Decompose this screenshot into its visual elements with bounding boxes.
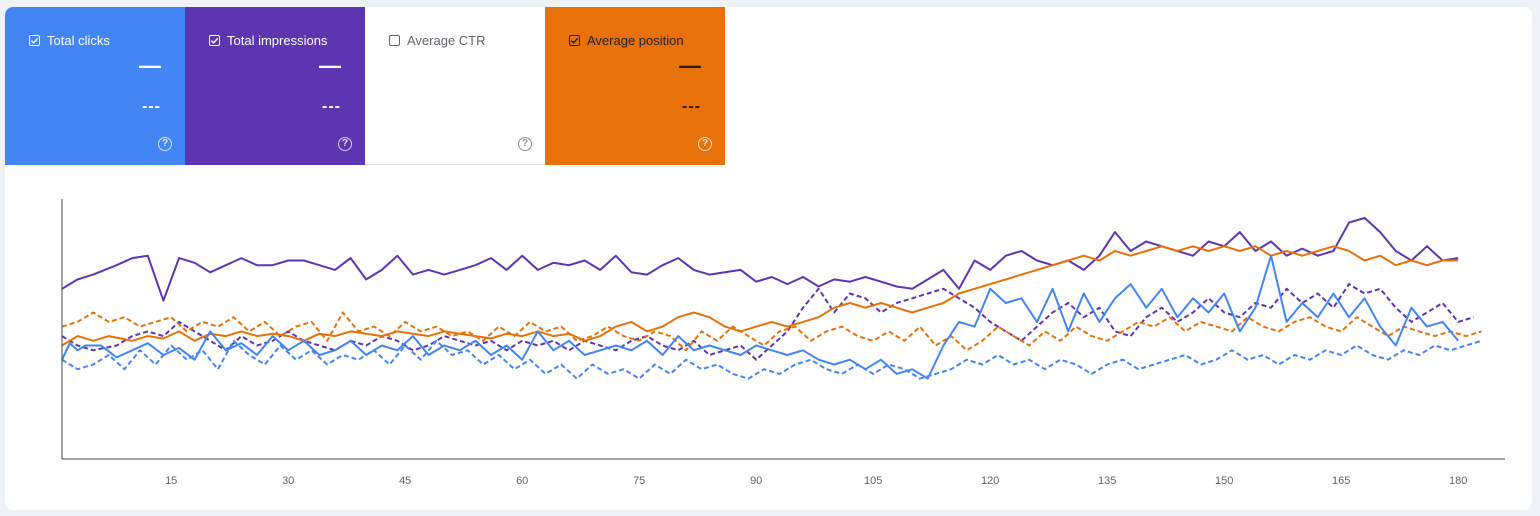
x-tick-label: 180 [1449, 475, 1467, 487]
x-tick-label: 60 [516, 475, 528, 487]
total-impressions-value: — [319, 53, 341, 78]
x-tick-label: 165 [1332, 475, 1350, 487]
total-impressions-tile[interactable]: Total impressions — --- ? [185, 7, 365, 165]
total-impressions-previous-value: --- [322, 98, 341, 115]
x-tick-label: 30 [282, 475, 294, 487]
performance-line-chart[interactable]: 15 30 45 60 75 90 105 120 135 150 165 180 [5, 7, 1532, 510]
average-position-value: — [679, 53, 701, 78]
total-impressions-label: Total impressions [227, 33, 328, 48]
average-position-header[interactable]: Average position [569, 33, 684, 48]
average-position-label: Average position [587, 33, 684, 48]
total-clicks-label: Total clicks [47, 33, 110, 48]
x-tick-label: 135 [1098, 475, 1116, 487]
total-clicks-value: — [139, 53, 161, 78]
impressions-current-line[interactable] [61, 216, 1459, 302]
checkbox-checked-icon[interactable] [569, 35, 580, 46]
checkbox-checked-icon[interactable] [29, 35, 40, 46]
x-tick-label: 45 [399, 475, 411, 487]
clicks-previous-line[interactable] [61, 339, 1482, 380]
total-clicks-header[interactable]: Total clicks [29, 33, 110, 48]
help-icon[interactable]: ? [338, 137, 352, 151]
x-tick-label: 75 [633, 475, 645, 487]
help-icon[interactable]: ? [158, 137, 172, 151]
total-clicks-tile[interactable]: Total clicks — --- ? [5, 7, 185, 165]
help-icon[interactable]: ? [698, 137, 712, 151]
clicks-current-line[interactable] [61, 254, 1459, 380]
x-tick-label: 150 [1215, 475, 1233, 487]
average-ctr-header[interactable]: Average CTR [389, 33, 486, 48]
total-clicks-previous-value: --- [142, 98, 161, 115]
x-tick-label: 90 [750, 475, 762, 487]
checkbox-checked-icon[interactable] [209, 35, 220, 46]
position-previous-line[interactable] [61, 311, 1482, 352]
total-impressions-header[interactable]: Total impressions [209, 33, 327, 48]
x-tick-label: 120 [981, 475, 999, 487]
position-current-line[interactable] [61, 245, 1459, 347]
x-tick-label: 15 [165, 475, 177, 487]
help-icon[interactable]: ? [518, 137, 532, 151]
performance-card: Total clicks — --- ? Total impressions —… [5, 7, 1532, 510]
x-tick-label: 105 [864, 475, 882, 487]
average-ctr-label: Average CTR [407, 33, 486, 48]
checkbox-unchecked-icon[interactable] [389, 35, 400, 46]
average-ctr-tile[interactable]: Average CTR ? [365, 7, 545, 165]
average-position-previous-value: --- [682, 98, 701, 115]
average-position-tile[interactable]: Average position — --- ? [545, 7, 725, 165]
impressions-previous-line[interactable] [61, 283, 1475, 361]
